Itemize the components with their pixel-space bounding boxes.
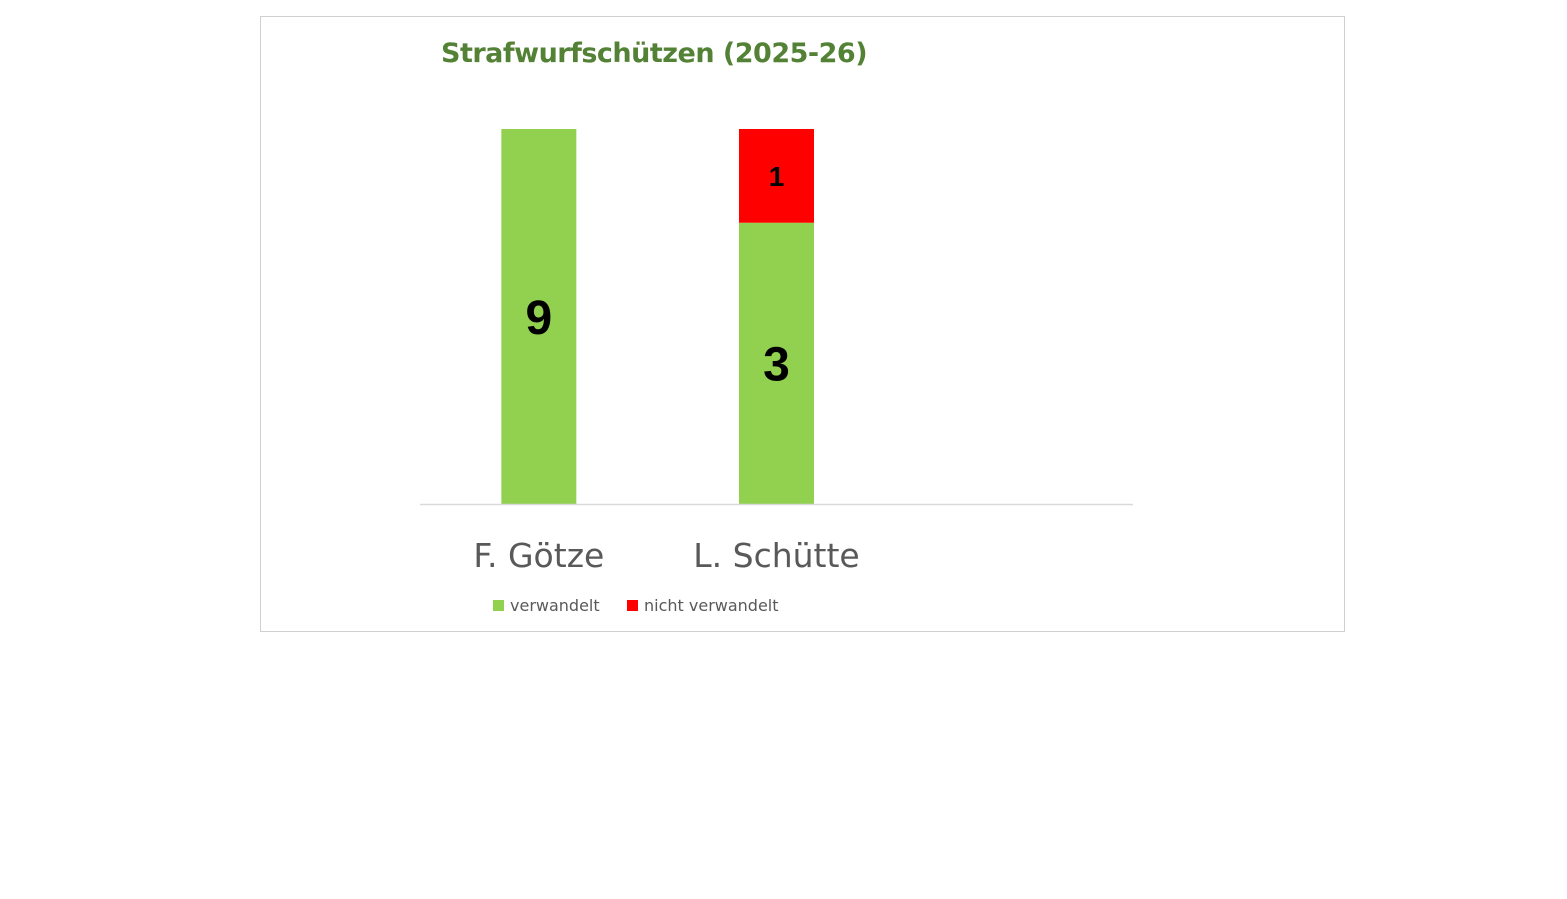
data-label: 3 [763,339,790,392]
chart-title: Strafwurfschützen (2025-26) [441,38,868,69]
legend-swatch-verwandelt [493,600,504,611]
legend-label: nicht verwandelt [644,596,779,615]
bar-segment [501,129,577,504]
category-label: L. Schütte [693,536,859,575]
legend-swatch-nicht-verwandelt [627,600,638,611]
category-label: F. Götze [473,536,604,575]
bar-segment [739,129,814,223]
bar-segment [739,222,814,504]
legend-item-nicht-verwandelt: nicht verwandelt [627,596,779,615]
data-label: 1 [769,161,785,192]
legend-item-verwandelt: verwandelt [493,596,600,615]
data-label: 9 [525,292,552,345]
legend-label: verwandelt [510,596,600,615]
